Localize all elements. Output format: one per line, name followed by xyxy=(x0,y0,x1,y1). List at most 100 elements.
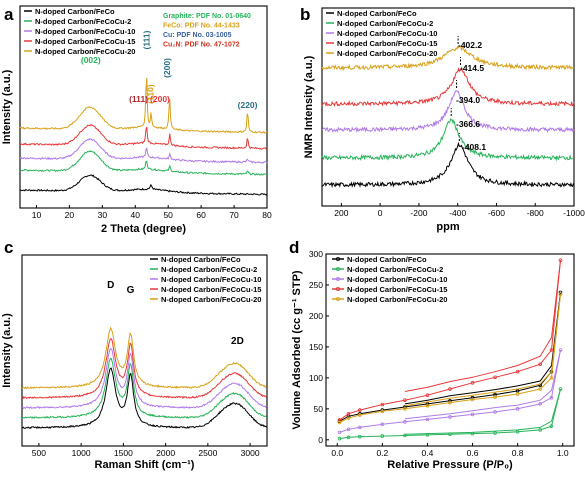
data-point xyxy=(425,417,430,422)
panel-a: 10 20 30 40 50 60 70 80 2 Theta (degree) Intensit… xyxy=(1,5,272,235)
x-tick-label: 0.8 xyxy=(512,448,524,458)
panel-b-label: b xyxy=(300,5,310,24)
data-point xyxy=(346,427,351,432)
data-point xyxy=(425,403,430,408)
x-tick-label: 1000 xyxy=(72,448,91,458)
data-point xyxy=(558,387,563,391)
series-line-4 xyxy=(321,45,575,72)
legend-label: N-doped Carbon/FeCoCu-15 xyxy=(337,39,437,48)
data-point xyxy=(515,369,520,374)
x-tick-label: 50 xyxy=(163,210,173,220)
data-point xyxy=(538,362,542,367)
series-line-1 xyxy=(21,358,267,420)
panel-b-frame xyxy=(321,7,575,207)
adsorption-line-4 xyxy=(339,294,561,423)
y-tick-label: 200 xyxy=(309,311,323,321)
adsorption-line-3 xyxy=(339,260,561,421)
reference-label: Cu₂N: PDF No. 47-1072 xyxy=(163,42,240,49)
panel-c-xlabel: Raman Shift (cm⁻¹) xyxy=(95,459,195,471)
legend-label: N-doped Carbon/FeCoCu-2 xyxy=(347,265,443,274)
series-line-0 xyxy=(321,141,575,189)
data-point xyxy=(538,387,542,391)
x-tick-label: -800 xyxy=(527,208,544,218)
data-point xyxy=(549,395,554,400)
desorption-line-2 xyxy=(404,349,561,420)
panel-a-label: a xyxy=(4,5,14,24)
x-tick-label: 200 xyxy=(334,208,348,218)
data-point xyxy=(538,428,542,432)
legend-label: N-doped Carbon/FeCoCu-20 xyxy=(337,49,437,58)
legend-label: N-doped Carbon/FeCo xyxy=(161,255,241,264)
series-line-2 xyxy=(19,138,268,164)
legend-label: N-doped Carbon/FeCoCu-2 xyxy=(35,17,131,26)
legend-label: N-doped Carbon/FeCoCu-20 xyxy=(347,295,447,304)
legend-label: N-doped Carbon/FeCoCu-2 xyxy=(161,265,257,274)
data-point xyxy=(403,433,407,438)
data-point xyxy=(470,381,475,385)
reference-label: Cu: PDF No. 03-1005 xyxy=(163,32,232,39)
series-line-3 xyxy=(321,65,575,107)
data-point xyxy=(549,348,554,352)
legend-marker xyxy=(335,256,340,261)
series-line-3 xyxy=(19,123,268,150)
series-line-0 xyxy=(19,174,268,196)
panel-b-xlabel: ppm xyxy=(436,221,459,233)
reference-label: Graphite: PDF No. 01-0640 xyxy=(163,13,251,20)
data-point xyxy=(380,402,385,407)
data-point xyxy=(403,398,407,402)
legend-label: N-doped Carbon/FeCoCu-20 xyxy=(161,295,261,304)
data-point xyxy=(425,433,430,437)
y-tick-label: 300 xyxy=(309,249,323,259)
desorption-line-3 xyxy=(404,260,561,392)
data-point xyxy=(358,425,362,430)
data-point xyxy=(346,416,351,420)
legend-marker xyxy=(335,286,340,291)
data-point xyxy=(470,412,475,417)
data-point xyxy=(380,422,385,427)
data-point xyxy=(403,420,407,424)
x-tick-label: 1.0 xyxy=(557,448,569,458)
panel-c-ylabel: Intensity (a.u.) xyxy=(1,313,13,388)
panel-d: 0.0 0.2 0.4 0.6 0.8 1.0 0 50 100 150 200 250 300 Rela… xyxy=(289,238,575,471)
data-point xyxy=(337,430,342,435)
x-tick-label: 3000 xyxy=(241,448,260,458)
data-point xyxy=(346,435,351,440)
x-tick-label: 80 xyxy=(262,210,272,220)
x-tick-label: 60 xyxy=(196,210,206,220)
x-tick-label: -200 xyxy=(410,208,427,218)
x-tick-label: 70 xyxy=(229,210,239,220)
y-tick-label: 50 xyxy=(314,404,324,414)
data-point xyxy=(425,393,430,398)
data-point xyxy=(346,411,351,416)
data-point xyxy=(358,434,362,439)
data-point xyxy=(337,420,342,425)
panel-d-ylabel: Volume Adsorbed (cc g⁻¹ STP) xyxy=(291,270,303,430)
legend-label: N-doped Carbon/FeCoCu-15 xyxy=(161,285,261,294)
series-line-4 xyxy=(19,77,268,134)
data-point xyxy=(549,424,554,428)
peak-label: (220) xyxy=(238,100,258,110)
desorption-line-4 xyxy=(404,294,561,407)
panel-c-frame xyxy=(21,254,268,447)
panel-d-label: d xyxy=(289,238,299,257)
peak-value-label: -394.0 xyxy=(456,95,480,105)
panel-d-frame xyxy=(325,253,575,447)
data-point xyxy=(515,429,520,434)
y-tick-label: 250 xyxy=(309,280,323,290)
data-point xyxy=(358,408,362,412)
legend-label: N-doped Carbon/FeCo xyxy=(347,255,427,264)
peak-label: (002) xyxy=(81,55,101,65)
panel-a-frame xyxy=(19,5,268,209)
legend-marker xyxy=(335,276,340,281)
adsorption-line-1 xyxy=(339,388,561,440)
data-point xyxy=(515,407,520,411)
adsorption-line-2 xyxy=(339,349,561,433)
data-point xyxy=(493,410,497,414)
data-point xyxy=(448,432,452,437)
peak-label: (200) xyxy=(162,58,172,78)
peak-label: (110) xyxy=(145,84,155,104)
peak-value-label: -414.5 xyxy=(460,63,484,73)
data-point xyxy=(558,348,563,352)
series-line-4 xyxy=(21,326,267,390)
